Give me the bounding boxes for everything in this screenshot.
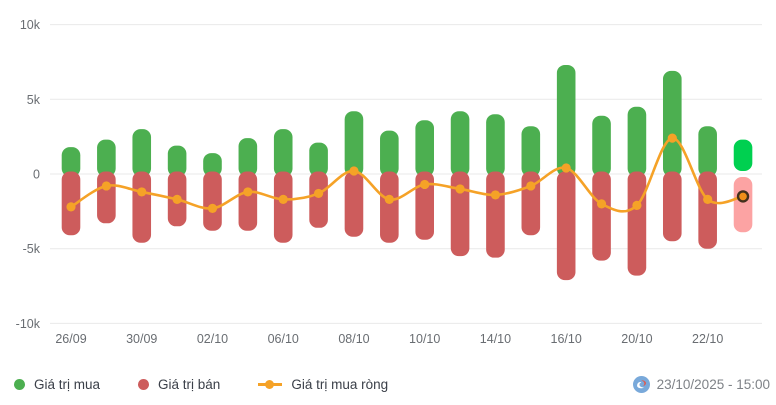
net-dot[interactable] bbox=[243, 187, 253, 197]
chart-canvas: 10k 5k 0 -5k -10k 26/09 30/09 02/10 06/10 08/10 10… bbox=[16, 18, 762, 346]
chart-footer: Giá trị mua Giá trị bán Giá trị mua ròng… bbox=[0, 368, 776, 400]
bar-sell[interactable] bbox=[132, 171, 152, 243]
legend-item-buy[interactable]: Giá trị mua bbox=[14, 377, 100, 392]
net-dot[interactable] bbox=[420, 179, 430, 190]
bar-sell[interactable] bbox=[733, 177, 753, 233]
bar-buy[interactable] bbox=[733, 139, 753, 171]
bar-buy[interactable] bbox=[592, 115, 611, 177]
legend-label-sell: Giá trị bán bbox=[158, 376, 221, 392]
bar-sell[interactable] bbox=[627, 171, 647, 276]
bar-sell[interactable] bbox=[662, 171, 682, 242]
bar-buy[interactable] bbox=[273, 129, 293, 177]
legend-item-sell[interactable]: Giá trị bán bbox=[138, 377, 220, 392]
x-axis-tick: 22/10 bbox=[692, 332, 723, 346]
net-dot[interactable] bbox=[703, 194, 713, 204]
y-axis-tick: -5k bbox=[23, 242, 41, 256]
net-dot[interactable] bbox=[526, 181, 536, 191]
bar-buy[interactable] bbox=[556, 64, 576, 177]
legend-label-net: Giá trị mua ròng bbox=[291, 376, 389, 392]
x-axis-tick: 06/10 bbox=[268, 332, 299, 346]
bar-sell[interactable] bbox=[556, 171, 576, 281]
net-dot-current[interactable] bbox=[736, 190, 750, 203]
bar-buy[interactable] bbox=[415, 120, 434, 177]
bar-buy[interactable] bbox=[167, 145, 187, 177]
x-axis-tick: 14/10 bbox=[480, 332, 511, 346]
bar-buy[interactable] bbox=[662, 70, 682, 177]
net-dot[interactable] bbox=[632, 200, 642, 210]
bar-buy[interactable] bbox=[203, 153, 222, 177]
x-axis-tick: 02/10 bbox=[197, 332, 228, 346]
bar-buy[interactable] bbox=[61, 147, 81, 177]
net-dot[interactable] bbox=[596, 199, 607, 209]
legend-label-buy: Giá trị mua bbox=[34, 376, 101, 392]
x-axis-tick: 16/10 bbox=[551, 332, 582, 346]
net-dot[interactable] bbox=[455, 184, 465, 194]
net-dot[interactable] bbox=[313, 188, 324, 199]
net-dot[interactable] bbox=[490, 190, 501, 200]
legend-item-net[interactable]: Giá trị mua ròng bbox=[258, 377, 388, 392]
bar-sell[interactable] bbox=[344, 171, 364, 237]
bar-sell[interactable] bbox=[450, 171, 470, 257]
net-dot[interactable] bbox=[384, 194, 394, 204]
swirl-logo-icon bbox=[632, 375, 650, 393]
bar-sell[interactable] bbox=[238, 171, 258, 231]
bar-buy[interactable] bbox=[344, 111, 364, 177]
x-axis-tick: 30/09 bbox=[126, 332, 157, 346]
legend: Giá trị mua Giá trị bán Giá trị mua ròng bbox=[14, 377, 388, 392]
buy-series-dot-icon bbox=[14, 378, 25, 390]
x-axis-tick: 10/10 bbox=[409, 332, 440, 346]
bar-buy[interactable] bbox=[97, 139, 116, 177]
y-axis-tick: -10k bbox=[16, 317, 41, 331]
net-dot[interactable] bbox=[101, 181, 111, 191]
y-axis-tick: 10k bbox=[20, 18, 41, 32]
x-axis-tick: 20/10 bbox=[621, 332, 652, 346]
net-dot[interactable] bbox=[561, 163, 571, 173]
bar-sell[interactable] bbox=[415, 171, 434, 240]
net-dot[interactable] bbox=[207, 203, 218, 213]
net-dot[interactable] bbox=[66, 202, 76, 212]
bar-sell[interactable] bbox=[203, 171, 222, 231]
net-series-line-icon bbox=[258, 379, 283, 390]
bar-buy[interactable] bbox=[486, 114, 505, 177]
sell-series-dot-icon bbox=[138, 378, 150, 390]
y-axis-tick: 0 bbox=[33, 168, 40, 182]
bar-buy[interactable] bbox=[698, 126, 717, 177]
bar-sell[interactable] bbox=[698, 171, 717, 249]
bar-buy[interactable] bbox=[238, 138, 258, 177]
timestamp-text: 23/10/2025 - 15:00 bbox=[656, 376, 770, 392]
bar-buy[interactable] bbox=[132, 129, 152, 177]
net-dot[interactable] bbox=[278, 194, 288, 204]
x-axis-tick: 26/09 bbox=[55, 332, 86, 346]
bar-buy[interactable] bbox=[450, 111, 470, 177]
bar-sell[interactable] bbox=[592, 171, 611, 261]
bar-sell[interactable] bbox=[309, 171, 328, 228]
bar-buy[interactable] bbox=[521, 126, 541, 177]
net-dot[interactable] bbox=[137, 187, 147, 197]
bar-buy[interactable] bbox=[380, 130, 399, 177]
bar-sell[interactable] bbox=[273, 171, 293, 243]
y-axis-tick: 5k bbox=[27, 93, 41, 107]
timestamp-area: 23/10/2025 - 15:00 bbox=[632, 375, 770, 393]
bar-sell[interactable] bbox=[380, 171, 399, 243]
bar-sell[interactable] bbox=[486, 171, 505, 258]
bar-buy[interactable] bbox=[627, 106, 647, 177]
bar-sell[interactable] bbox=[97, 171, 116, 224]
x-axis-tick: 08/10 bbox=[338, 332, 369, 346]
bar-buy[interactable] bbox=[309, 142, 328, 177]
net-dot[interactable] bbox=[349, 166, 359, 176]
net-dot[interactable] bbox=[667, 133, 677, 143]
net-dot[interactable] bbox=[172, 194, 182, 204]
